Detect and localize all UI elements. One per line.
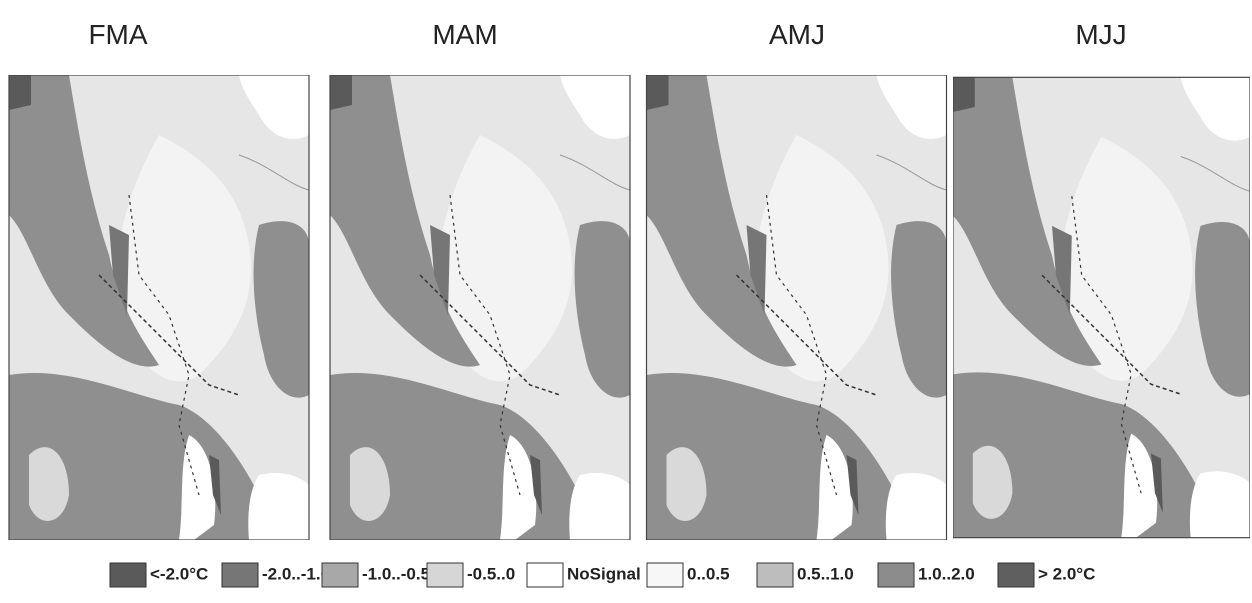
legend-label: > 2.0°C — [1038, 564, 1095, 583]
legend-label: <-2.0°C — [150, 564, 208, 583]
legend-label: 1.0..2.0 — [918, 564, 975, 583]
panel-title: MJJ — [1075, 19, 1126, 50]
legend-label: 0.5..1.0 — [797, 564, 854, 583]
panel-title: FMA — [88, 19, 147, 50]
legend: <-2.0°C -2.0..-1.0 -1.0..-0.5 -0.5..0 NoSign… — [109, 562, 1095, 588]
legend-swatch — [426, 562, 464, 588]
legend-swatch — [221, 562, 259, 588]
legend-label: -2.0..-1.0 — [262, 564, 330, 583]
legend-swatch — [646, 562, 684, 588]
legend-swatch — [109, 562, 147, 588]
legend-label: -0.5..0 — [467, 564, 515, 583]
legend-label: NoSignal — [567, 564, 641, 583]
legend-swatch — [877, 562, 915, 588]
legend-swatch — [526, 562, 564, 588]
panel-title: MAM — [432, 19, 497, 50]
legend-label: -1.0..-0.5 — [362, 564, 430, 583]
map-panel — [329, 75, 631, 540]
map-panel — [8, 75, 310, 540]
legend-swatch — [997, 562, 1035, 588]
panels — [8, 75, 1250, 540]
panel-title: AMJ — [769, 19, 825, 50]
map-panel — [645, 75, 948, 540]
legend-swatch — [756, 562, 794, 588]
legend-swatch — [321, 562, 359, 588]
legend-label: 0..0.5 — [687, 564, 730, 583]
map-panel — [953, 76, 1250, 539]
